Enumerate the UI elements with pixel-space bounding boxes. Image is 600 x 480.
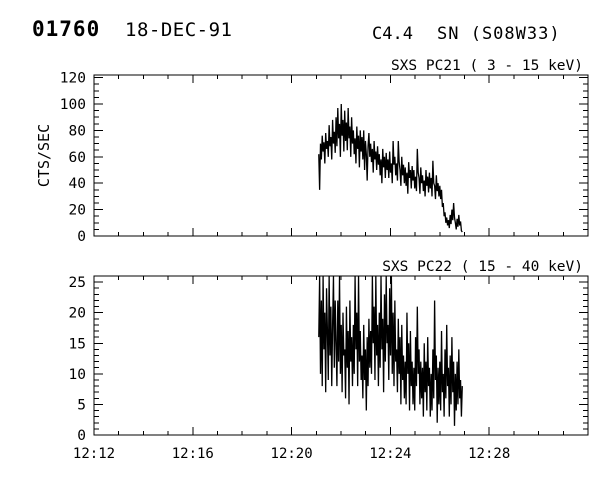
x-tick-label: 12:24: [369, 446, 411, 462]
y-tick-label: 5: [77, 397, 86, 413]
bottom-panel: 0 5 10 15 20 25 12:12 12:16 12:20 12:24 12:28 SXS P…: [69, 259, 589, 462]
y-tick-label: 15: [69, 336, 86, 352]
y-tick-label: 0: [77, 428, 86, 444]
y-axis-label: CTS/SEC: [35, 124, 53, 187]
y-tick-label: 20: [69, 306, 86, 322]
y-tick-label: 40: [69, 176, 86, 192]
panel-title: SXS PC22 ( 15 - 40 keV): [382, 259, 583, 275]
lightcurve-series: [318, 275, 463, 426]
lightcurve-series: [318, 104, 463, 233]
x-tick-label: 12:20: [271, 446, 313, 462]
y-tick-label: 20: [69, 203, 86, 219]
x-tick-label: 12:12: [73, 446, 115, 462]
y-tick-label: 25: [69, 275, 86, 291]
y-tick-label: 60: [69, 150, 86, 166]
y-tick-label: 80: [69, 123, 86, 139]
y-tick-label: 0: [77, 229, 86, 245]
flare-type-location: SN (S08W33): [437, 24, 561, 44]
x-tick-label: 12:28: [468, 446, 510, 462]
y-tick-label: 100: [60, 97, 86, 113]
event-date: 18-DEC-91: [125, 19, 233, 41]
goes-class: C4.4: [372, 24, 413, 44]
panel-title: SXS PC21 ( 3 - 15 keV): [391, 58, 583, 74]
y-tick-label: 10: [69, 367, 86, 383]
top-panel: 0 20 40 60 80 100 120 SXS PC21 ( 3 - 15 keV) CTS…: [35, 58, 589, 245]
event-number: 01760: [32, 17, 101, 41]
y-tick-label: 120: [60, 71, 86, 87]
x-tick-label: 12:16: [172, 446, 214, 462]
